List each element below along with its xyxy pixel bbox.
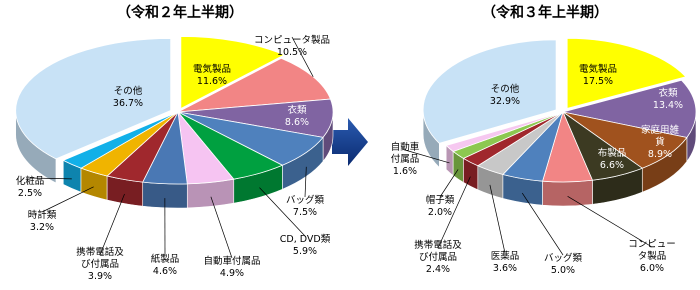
leader-line xyxy=(489,184,506,254)
pie xyxy=(15,36,334,259)
value-label: 36.7% xyxy=(112,98,144,109)
chart-title: （令和３年上半期） xyxy=(482,5,608,21)
value-label: 8.6% xyxy=(284,117,310,128)
value-label: 3.9% xyxy=(87,271,113,282)
slice-side xyxy=(542,179,593,207)
category-label: 電気製品 xyxy=(192,64,232,75)
data-label: 電気製品 11.6% xyxy=(193,64,231,88)
data-label: 紙製品 4.6% xyxy=(151,254,180,278)
data-label: 自動車 付属品 1.6% xyxy=(391,142,420,178)
data-label: バッグ類 5.0% xyxy=(544,253,582,277)
slice xyxy=(422,39,557,144)
category-label: 家庭用雑貨 xyxy=(640,125,679,148)
data-label: 自動車付属品 4.9% xyxy=(203,256,260,280)
slice xyxy=(566,38,687,109)
slice xyxy=(177,98,334,138)
leader-line xyxy=(567,196,653,248)
data-label: その他 32.9% xyxy=(490,84,520,108)
data-label: 帽子類 2.0% xyxy=(426,195,455,219)
data-label: コンピュータ製品 10.5% xyxy=(254,35,330,59)
category-label: 自動車 付属品 xyxy=(390,142,420,165)
category-label: 衣類 xyxy=(287,105,307,116)
category-label: 時計類 xyxy=(27,210,57,221)
value-label: 17.5% xyxy=(582,76,614,87)
data-label: 医薬品 3.6% xyxy=(491,251,520,275)
leader-line xyxy=(41,186,94,213)
category-label: 医薬品 xyxy=(490,251,520,262)
slice xyxy=(15,38,172,160)
value-label: 13.4% xyxy=(652,100,684,111)
leader-line xyxy=(210,196,233,259)
category-label: コンピュータ製品 xyxy=(253,35,331,46)
slice xyxy=(445,111,564,152)
category-label: 衣類 xyxy=(658,88,678,99)
category-label: CD, DVD類 xyxy=(279,234,331,245)
value-label: 5.0% xyxy=(550,265,576,276)
data-label: コンピュータ製品 6.0% xyxy=(628,239,676,275)
leader-line xyxy=(437,176,471,249)
value-label: 11.6% xyxy=(196,76,228,87)
category-label: 携帯電話及 び付属品 xyxy=(414,240,462,263)
data-label: 衣類 8.6% xyxy=(285,105,309,129)
category-label: 自動車付属品 xyxy=(203,256,261,267)
value-label: 4.6% xyxy=(152,266,178,277)
chart-title: （令和２年上半期） xyxy=(117,5,243,21)
data-label: 携帯電話及 び付属品 2.4% xyxy=(414,240,462,276)
data-label: 電気製品 17.5% xyxy=(579,64,617,88)
data-label: 衣類 13.4% xyxy=(653,88,683,112)
value-label: 32.9% xyxy=(489,96,521,107)
leader-line xyxy=(304,166,307,198)
category-label: バッグ類 xyxy=(285,195,325,206)
data-label: 携帯電話及 び付属品 3.9% xyxy=(76,247,124,283)
value-label: 2.0% xyxy=(427,207,453,218)
slice xyxy=(62,111,179,169)
leader-line xyxy=(404,149,450,164)
value-label: 2.4% xyxy=(425,264,451,275)
data-label: 化粧品 2.5% xyxy=(16,176,45,200)
leader-line xyxy=(439,169,459,198)
category-label: 携帯電話及 び付属品 xyxy=(76,247,124,270)
category-label: バッグ類 xyxy=(543,253,583,264)
value-label: 5.9% xyxy=(292,246,318,257)
leader-line xyxy=(99,193,125,256)
leader-line xyxy=(521,192,564,256)
leader-line xyxy=(259,187,306,237)
arrow xyxy=(332,118,368,166)
category-label: その他 xyxy=(490,84,520,95)
data-label: 布製品 6.6% xyxy=(598,148,627,172)
slice xyxy=(562,79,697,138)
data-label: その他 36.7% xyxy=(113,86,143,110)
value-label: 6.0% xyxy=(639,263,665,274)
category-label: 紙製品 xyxy=(150,254,180,265)
data-label: 時計類 3.2% xyxy=(28,210,57,234)
value-label: 3.6% xyxy=(492,263,518,274)
data-label: CD, DVD類 5.9% xyxy=(280,234,330,258)
value-label: 3.2% xyxy=(29,222,55,233)
leader-line xyxy=(29,177,72,180)
category-label: 化粧品 xyxy=(15,176,45,187)
value-label: 6.6% xyxy=(599,160,625,171)
category-label: 帽子類 xyxy=(425,195,455,206)
value-label: 8.9% xyxy=(647,149,673,160)
value-label: 10.5% xyxy=(276,47,308,58)
category-label: コンピュータ製品 xyxy=(628,239,676,262)
pie xyxy=(404,38,697,256)
slice xyxy=(180,36,286,110)
value-label: 2.5% xyxy=(17,188,43,199)
category-label: 布製品 xyxy=(597,148,627,159)
data-label: バッグ類 7.5% xyxy=(286,195,324,219)
leader-line xyxy=(291,36,314,77)
value-label: 4.9% xyxy=(219,268,245,279)
category-label: その他 xyxy=(113,86,143,97)
category-label: 電気製品 xyxy=(578,64,618,75)
data-label: 家庭用雑貨 8.9% xyxy=(640,125,680,161)
value-label: 1.6% xyxy=(392,166,418,177)
value-label: 7.5% xyxy=(292,207,318,218)
